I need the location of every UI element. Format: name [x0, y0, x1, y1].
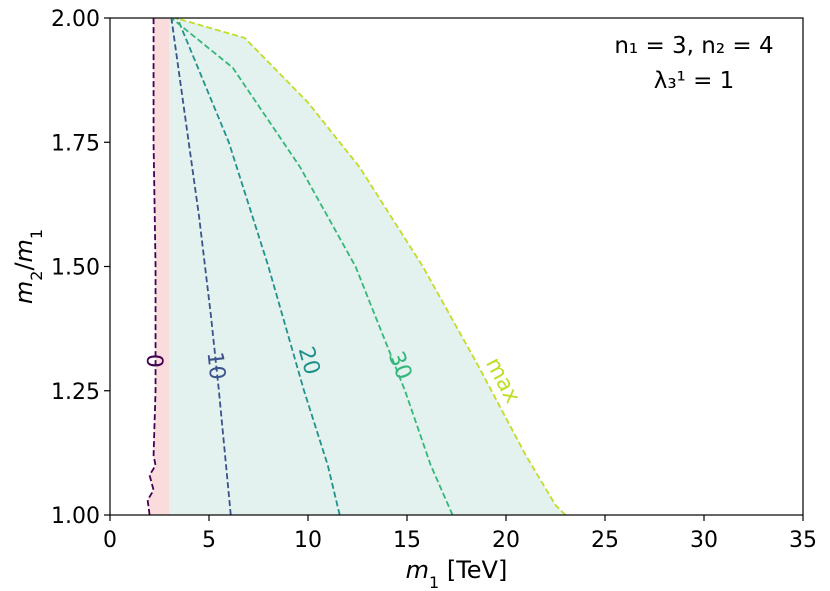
contour-label-0: 0 — [145, 354, 170, 368]
y-tick-label: 1.75 — [51, 131, 100, 156]
contour-lines — [146, 17, 567, 516]
contour-line-20 — [176, 17, 341, 516]
y-tick-label: 1.50 — [51, 256, 100, 281]
y-axis-label: m2/m1 — [10, 229, 46, 304]
x-tick-label: 0 — [103, 528, 117, 553]
shaded-regions — [147, 18, 566, 515]
annotation-n-values: n₁ = 3, n₂ = 4 — [614, 33, 773, 59]
x-tick-label: 15 — [393, 528, 421, 553]
y-tick-label: 1.25 — [51, 380, 100, 405]
excluded-region — [147, 18, 170, 515]
x-axis-label: m1 [TeV] — [406, 556, 508, 591]
x-tick-label: 20 — [492, 528, 520, 553]
x-tick-label: 10 — [294, 528, 322, 553]
y-tick-label: 1.00 — [51, 504, 100, 529]
y-tick-label: 2.00 — [51, 7, 100, 32]
axis-ticks: 0 5 10 15 20 25 30 35 1.00 1.25 1.50 1.75 2.00 — [51, 7, 817, 553]
contour-label-10: 10 — [202, 351, 230, 381]
contour-line-30 — [170, 17, 454, 516]
annotation-lambda: λ₃¹ = 1 — [654, 68, 735, 94]
x-tick-label: 35 — [789, 528, 817, 553]
contour-line-10 — [170, 17, 232, 516]
contour-line-0 — [146, 18, 157, 516]
x-tick-label: 30 — [690, 528, 718, 553]
allowed-region — [169, 18, 566, 515]
x-tick-label: 25 — [591, 528, 619, 553]
x-tick-label: 5 — [202, 528, 216, 553]
